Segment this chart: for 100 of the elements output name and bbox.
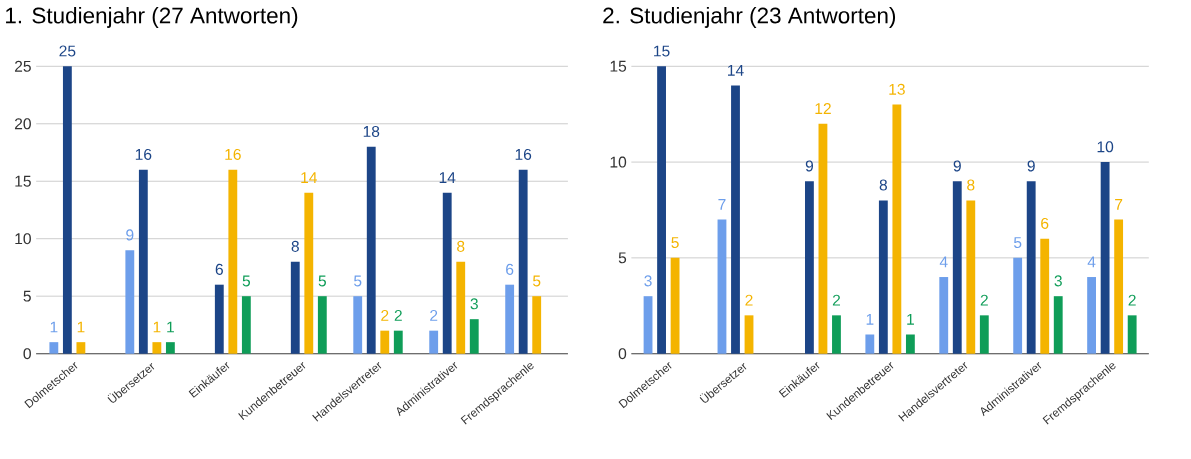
data-label: 1 — [50, 321, 58, 333]
data-label: 8 — [457, 240, 465, 252]
bar — [1087, 277, 1097, 354]
bar — [1114, 219, 1124, 354]
bar — [469, 319, 479, 354]
y-tick-label: 10 — [15, 233, 31, 245]
bar — [865, 334, 875, 354]
bar — [1040, 238, 1050, 354]
y-tick-label: 25 — [14, 60, 31, 72]
data-label: 18 — [363, 125, 380, 137]
bar — [62, 66, 72, 354]
data-label: 15 — [654, 45, 670, 57]
data-label: 5 — [318, 275, 326, 287]
data-label: 6 — [215, 263, 223, 275]
bar — [76, 342, 86, 354]
y-tick-label: 10 — [610, 156, 627, 168]
data-label: 5 — [1013, 237, 1022, 249]
data-label: 2 — [1128, 294, 1136, 306]
data-label: 10 — [1097, 141, 1114, 153]
bar — [393, 330, 403, 354]
bar — [952, 181, 962, 354]
bar — [670, 257, 680, 354]
data-label: 1 — [77, 321, 85, 333]
chart-title: 1. Studienjahr (27 Antworten) — [6, 6, 298, 28]
y-tick-label: 20 — [14, 118, 31, 130]
data-label: 7 — [1115, 199, 1123, 210]
data-label: 12 — [815, 103, 831, 114]
data-label: 16 — [515, 148, 532, 160]
bar — [241, 296, 251, 354]
chart-title: 2. Studienjahr (23 Antworten) — [603, 6, 896, 28]
bar — [214, 284, 224, 354]
bar — [717, 219, 727, 354]
bar — [643, 296, 653, 354]
data-label: 4 — [939, 256, 948, 268]
data-label: 7 — [718, 199, 726, 210]
bar — [380, 330, 390, 354]
data-label: 8 — [967, 179, 975, 191]
bar — [832, 315, 841, 354]
bar — [442, 192, 452, 354]
bar — [456, 261, 466, 354]
data-label: 6 — [506, 263, 514, 275]
bar — [49, 342, 59, 354]
data-label: 1 — [153, 321, 161, 333]
data-label: 2 — [745, 294, 753, 306]
data-label: 9 — [805, 160, 814, 172]
data-label: 3 — [470, 298, 478, 310]
data-label: 5 — [532, 275, 541, 287]
data-label: 13 — [889, 83, 905, 95]
bar — [1053, 296, 1063, 354]
bar — [1127, 315, 1137, 354]
data-label: 16 — [135, 148, 152, 160]
bar — [317, 296, 327, 354]
data-label: 1 — [907, 313, 914, 325]
data-label: 16 — [225, 148, 241, 160]
bar — [165, 342, 175, 354]
data-label: 3 — [1054, 275, 1062, 287]
bar — [366, 146, 376, 354]
data-label: 4 — [1087, 256, 1096, 268]
bar — [939, 277, 949, 354]
bar — [905, 334, 915, 354]
bar — [979, 315, 989, 354]
bar — [805, 181, 814, 354]
bar — [532, 296, 542, 354]
data-label: 1 — [167, 321, 174, 333]
y-tick-label: 15 — [610, 60, 627, 72]
bar — [892, 104, 902, 354]
data-label: 8 — [879, 179, 887, 191]
bar — [731, 85, 740, 354]
bar — [518, 169, 528, 354]
y-tick-label: 0 — [23, 348, 31, 360]
data-label: 5 — [671, 237, 679, 249]
data-label: 5 — [242, 275, 251, 287]
data-label: 9 — [953, 160, 961, 172]
data-label: 5 — [354, 275, 362, 287]
bar — [429, 330, 439, 354]
data-label: 8 — [291, 240, 299, 252]
bar — [657, 66, 666, 354]
data-label: 9 — [126, 229, 134, 241]
data-label: 2 — [832, 294, 841, 306]
bar — [353, 296, 363, 354]
data-label: 1 — [866, 313, 874, 325]
bar — [125, 250, 135, 354]
data-label: 14 — [439, 172, 456, 183]
y-tick-label: 0 — [618, 348, 627, 360]
data-label: 14 — [301, 172, 318, 183]
data-label: 9 — [1027, 160, 1035, 172]
y-tick-label: 5 — [618, 252, 627, 264]
bar — [1100, 162, 1110, 354]
data-label: 25 — [59, 45, 76, 57]
data-label: 2 — [430, 310, 438, 321]
data-label: 6 — [1041, 217, 1049, 229]
y-tick-label: 15 — [15, 175, 31, 187]
data-label: 2 — [381, 310, 389, 321]
bar — [505, 284, 515, 354]
bar — [966, 200, 976, 354]
bar — [1013, 257, 1023, 354]
bar — [290, 261, 300, 354]
data-label: 14 — [728, 64, 744, 76]
bar — [744, 315, 754, 354]
data-label: 3 — [644, 275, 652, 287]
